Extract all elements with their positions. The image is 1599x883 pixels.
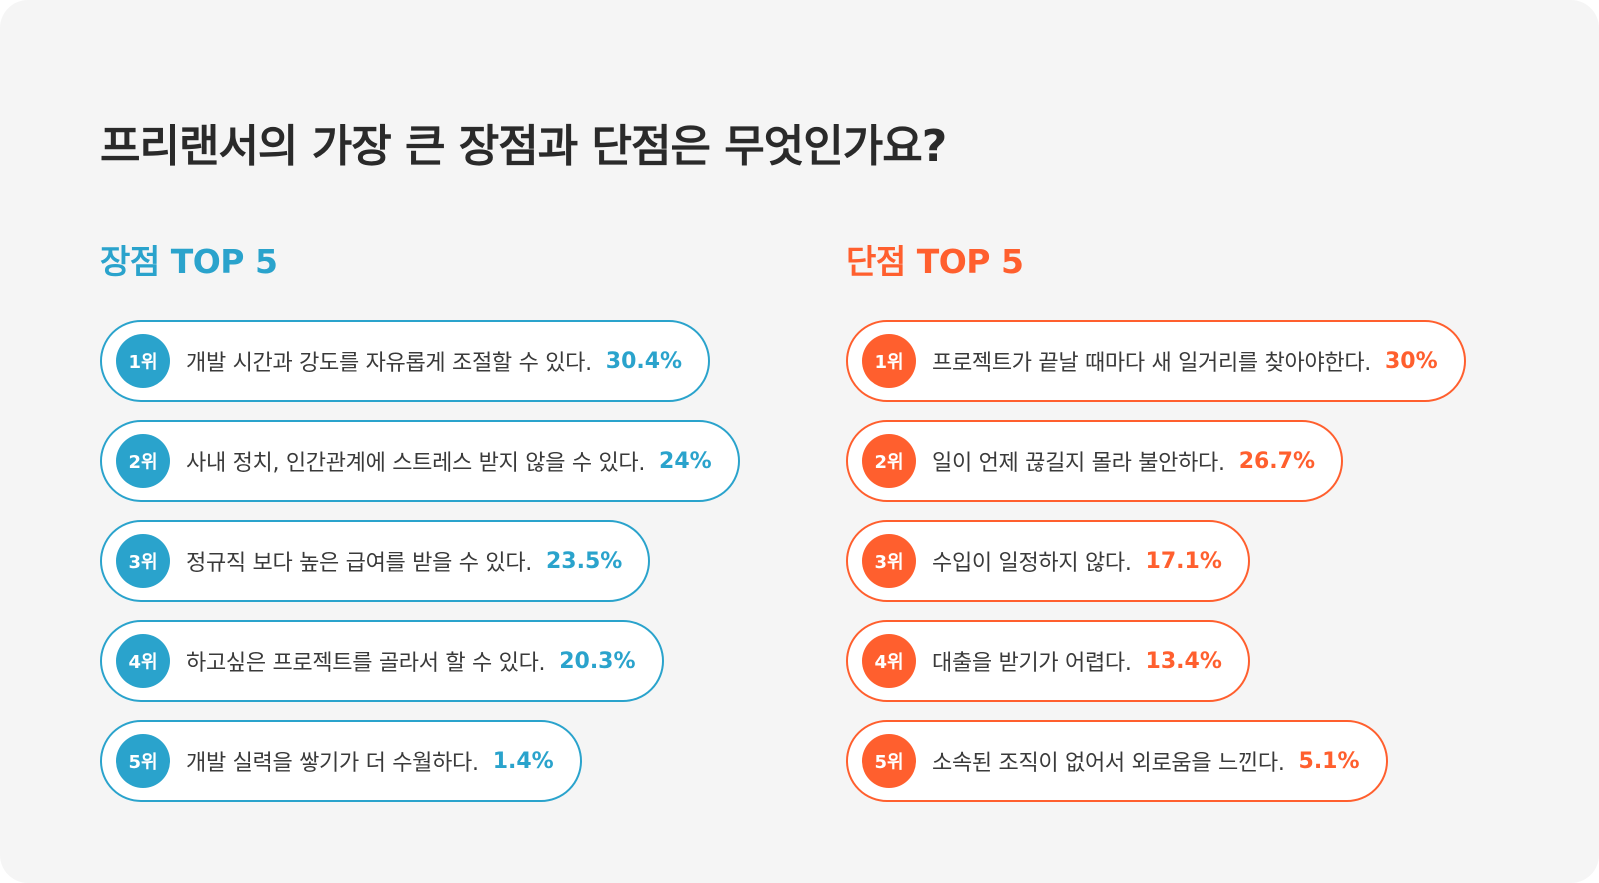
item-text: 대출을 받기가 어렵다. xyxy=(932,651,1132,676)
cons-item: 1위 프로젝트가 끝날 때마다 새 일거리를 찾아야한다. 30% xyxy=(846,320,1466,402)
item-text: 개발 실력을 쌓기가 더 수월하다. xyxy=(186,751,479,776)
cons-item: 4위 대출을 받기가 어렵다. 13.4% xyxy=(846,620,1250,702)
cons-item: 3위 수입이 일정하지 않다. 17.1% xyxy=(846,520,1250,602)
cons-item: 2위 일이 언제 끊길지 몰라 불안하다. 26.7% xyxy=(846,420,1344,502)
item-text: 정규직 보다 높은 급여를 받을 수 있다. xyxy=(186,551,532,576)
rank-badge: 5위 xyxy=(116,734,170,788)
item-percent: 23.5% xyxy=(545,548,623,574)
cons-list: 1위 프로젝트가 끝날 때마다 새 일거리를 찾아야한다. 30% 2위 일이 … xyxy=(846,320,1466,802)
cons-item: 5위 소속된 조직이 없어서 외로움을 느낀다. 5.1% xyxy=(846,720,1388,802)
rank-badge: 2위 xyxy=(116,434,170,488)
pros-item: 4위 하고싶은 프로젝트를 골라서 할 수 있다. 20.3% xyxy=(100,620,664,702)
item-percent: 24% xyxy=(659,448,712,474)
rank-badge: 3위 xyxy=(862,534,916,588)
item-percent: 30% xyxy=(1384,348,1438,374)
item-percent: 13.4% xyxy=(1145,648,1222,674)
pros-list: 1위 개발 시간과 강도를 자유롭게 조절할 수 있다. 30.4% 2위 사내… xyxy=(100,320,740,802)
item-percent: 17.1% xyxy=(1145,548,1222,574)
item-percent: 30.4% xyxy=(605,348,683,374)
item-text: 소속된 조직이 없어서 외로움을 느낀다. xyxy=(932,751,1285,776)
item-percent: 20.3% xyxy=(559,648,636,674)
rank-badge: 3위 xyxy=(116,534,170,588)
pros-item: 5위 개발 실력을 쌓기가 더 수월하다. 1.4% xyxy=(100,720,582,802)
item-percent: 5.1% xyxy=(1298,748,1360,774)
pros-item: 3위 정규직 보다 높은 급여를 받을 수 있다. 23.5% xyxy=(100,520,651,602)
item-percent: 26.7% xyxy=(1238,448,1316,474)
pros-item: 1위 개발 시간과 강도를 자유롭게 조절할 수 있다. 30.4% xyxy=(100,320,711,402)
item-text: 수입이 일정하지 않다. xyxy=(932,551,1132,576)
pros-item: 2위 사내 정치, 인간관계에 스트레스 받지 않을 수 있다. 24% xyxy=(100,420,740,502)
rank-badge: 4위 xyxy=(862,634,916,688)
page-title: 프리랜서의 가장 큰 장점과 단점은 무엇인가요? xyxy=(100,121,947,172)
item-text: 프로젝트가 끝날 때마다 새 일거리를 찾아야한다. xyxy=(932,351,1371,376)
pros-heading: 장점 TOP 5 xyxy=(100,242,278,281)
rank-badge: 1위 xyxy=(862,334,916,388)
rank-badge: 2위 xyxy=(862,434,916,488)
item-text: 하고싶은 프로젝트를 골라서 할 수 있다. xyxy=(186,651,546,676)
cons-section: 단점 TOP 5 1위 프로젝트가 끝날 때마다 새 일거리를 찾아야한다. 3… xyxy=(846,240,1466,820)
item-text: 사내 정치, 인간관계에 스트레스 받지 않을 수 있다. xyxy=(186,451,646,476)
rank-badge: 4위 xyxy=(116,634,170,688)
rank-badge: 1위 xyxy=(116,334,170,388)
item-text: 일이 언제 끊길지 몰라 불안하다. xyxy=(932,451,1225,476)
item-text: 개발 시간과 강도를 자유롭게 조절할 수 있다. xyxy=(186,351,592,376)
cons-heading: 단점 TOP 5 xyxy=(846,242,1024,281)
pros-section: 장점 TOP 5 1위 개발 시간과 강도를 자유롭게 조절할 수 있다. 30… xyxy=(100,240,740,820)
rank-badge: 5위 xyxy=(862,734,916,788)
item-percent: 1.4% xyxy=(492,748,554,774)
